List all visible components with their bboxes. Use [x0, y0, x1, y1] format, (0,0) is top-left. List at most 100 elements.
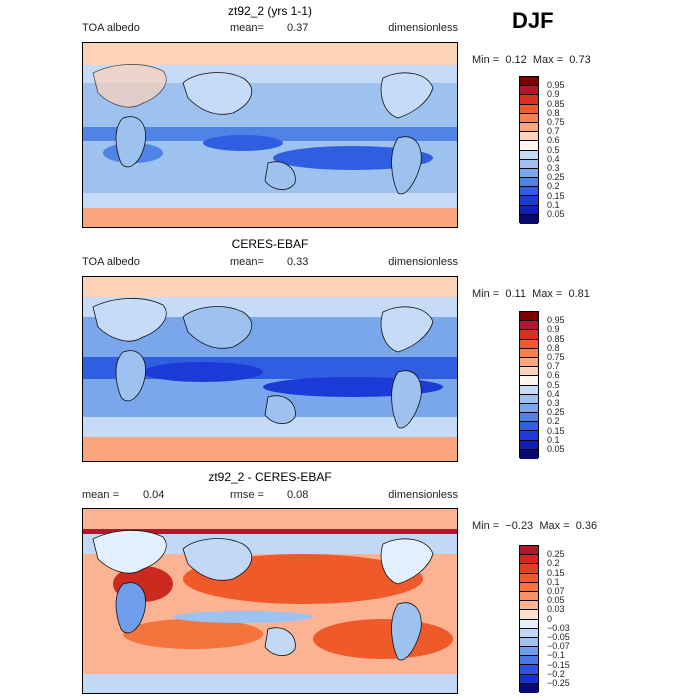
- colorbar-tick-label: 0.07: [547, 586, 565, 596]
- colorbar-swatch: [520, 591, 538, 602]
- colorbar-tick-label: 0.95: [547, 80, 565, 91]
- colorbar-swatch: [520, 564, 538, 574]
- panel-2-title: CERES-EBAF: [231, 237, 309, 251]
- colorbar-tick-label: 0.3: [547, 398, 560, 408]
- panel-3-max-label: Max =: [539, 520, 570, 532]
- colorbar-swatch: [520, 376, 538, 386]
- colorbar-swatch: [520, 357, 538, 368]
- colorbar-swatch: [520, 95, 538, 105]
- colorbar-tick-label: 0.7: [547, 126, 560, 137]
- colorbar-swatch: [520, 132, 538, 142]
- colorbar-swatch: [520, 394, 538, 404]
- panel-2-min-label: Min =: [472, 288, 500, 300]
- colorbar-swatch: [520, 555, 538, 565]
- panel-1-min-label: Min =: [472, 54, 500, 66]
- colorbar-swatch: [520, 330, 538, 340]
- colorbar-swatch: [520, 440, 538, 450]
- colorbar-tick-label: 0.25: [547, 549, 565, 560]
- panel-3-units: dimensionless: [388, 489, 458, 501]
- colorbar-tick-label: −0.2: [547, 668, 565, 679]
- colorbar-swatch: [520, 637, 538, 648]
- colorbar-tick-label: −0.05: [547, 632, 570, 642]
- panel-1-colorbar: [519, 76, 539, 224]
- panel-3-minmax: Min = −0.23 Max = 0.36: [472, 520, 597, 532]
- panel-1-map: [82, 42, 458, 228]
- colorbar-swatch: [520, 422, 538, 432]
- panel-3-min-label: Min =: [472, 520, 500, 532]
- colorbar-swatch: [520, 665, 538, 675]
- panel-1-mean-value: 0.37: [287, 22, 309, 34]
- colorbar-tick-label: −0.25: [547, 678, 570, 688]
- colorbar-swatch: [520, 205, 538, 215]
- colorbar-tick-label: 0.2: [547, 416, 560, 427]
- colorbar-swatch: [520, 449, 538, 459]
- colorbar-tick-label: 0.6: [547, 135, 560, 146]
- colorbar-tick-label: 0.75: [547, 117, 565, 127]
- colorbar-swatch: [520, 312, 538, 322]
- colorbar-swatch: [520, 196, 538, 206]
- colorbar-swatch: [520, 113, 538, 123]
- colorbar-tick-label: 0.03: [547, 604, 565, 615]
- colorbar-tick-label: 0.85: [547, 98, 565, 109]
- colorbar-tick-label: 0.05: [547, 209, 565, 219]
- colorbar-swatch: [520, 385, 538, 395]
- panel-3-map-svg: [83, 509, 457, 693]
- panel-3-rmse-label: rmse =: [230, 489, 264, 501]
- panel-1-minmax: Min = 0.12 Max = 0.73: [472, 54, 591, 66]
- panel-1-mean-label: mean=: [230, 22, 264, 34]
- panel-1-max-label: Max =: [532, 54, 564, 66]
- panel-2-mean-value: 0.33: [287, 256, 309, 268]
- colorbar-swatch: [520, 187, 538, 197]
- colorbar-tick-label: 0.75: [547, 352, 565, 362]
- colorbar-swatch: [520, 339, 538, 349]
- colorbar-tick-label: 0.85: [547, 333, 565, 344]
- panel-1-variable-label: TOA albedo: [82, 22, 140, 34]
- colorbar-tick-label: 0.3: [547, 163, 560, 173]
- colorbar-swatch: [520, 413, 538, 423]
- colorbar-swatch: [520, 214, 538, 224]
- colorbar-tick-label: 0.15: [547, 190, 565, 201]
- colorbar-tick-label: 0.15: [547, 425, 565, 436]
- colorbar-swatch: [520, 573, 538, 583]
- colorbar-tick-label: 0.25: [547, 407, 565, 418]
- colorbar-swatch: [520, 431, 538, 441]
- colorbar-swatch: [520, 683, 538, 693]
- colorbar-tick-label: 0.1: [547, 199, 560, 210]
- colorbar-swatch: [520, 610, 538, 620]
- colorbar-tick-label: 0.15: [547, 567, 565, 578]
- colorbar-swatch: [520, 104, 538, 114]
- panel-2-variable-label: TOA albedo: [82, 256, 140, 268]
- panel-3-rmse-value: 0.08: [287, 489, 309, 501]
- panel-1-max-value: 0.73: [569, 54, 591, 66]
- colorbar-swatch: [520, 122, 538, 133]
- colorbar-tick-label: 0.25: [547, 172, 565, 183]
- colorbar-tick-label: 0.9: [547, 324, 560, 335]
- colorbar-tick-label: 0.95: [547, 315, 565, 326]
- colorbar-swatch: [520, 582, 538, 592]
- colorbar-swatch: [520, 628, 538, 638]
- colorbar-swatch: [520, 178, 538, 188]
- panel-2-max-label: Max =: [532, 288, 563, 300]
- panel-3-mean-value: 0.04: [143, 489, 165, 501]
- panel-3-min-value: −0.23: [505, 520, 534, 532]
- panel-1-units: dimensionless: [388, 22, 458, 34]
- colorbar-swatch: [520, 403, 538, 414]
- colorbar-swatch: [520, 77, 538, 87]
- colorbar-tick-label: −0.07: [547, 641, 570, 652]
- season-label: DJF: [512, 8, 554, 33]
- colorbar-tick-label: −0.1: [547, 650, 565, 661]
- colorbar-tick-label: 0.1: [547, 576, 560, 587]
- panel-2-units: dimensionless: [388, 256, 458, 268]
- colorbar-swatch: [520, 647, 538, 657]
- colorbar-swatch: [520, 619, 538, 629]
- colorbar-swatch: [520, 656, 538, 666]
- panel-2-max-value: 0.81: [568, 288, 590, 300]
- panel-2-min-value: 0.11: [505, 288, 526, 300]
- panel-2-map-svg: [83, 277, 457, 461]
- colorbar-swatch: [520, 367, 538, 377]
- colorbar-tick-label: 0.1: [547, 434, 560, 445]
- panel-2-colorbar: [519, 311, 539, 459]
- panel-3-map: [82, 508, 458, 694]
- panel-3-colorbar: [519, 545, 539, 693]
- colorbar-tick-label: 0.05: [547, 444, 565, 454]
